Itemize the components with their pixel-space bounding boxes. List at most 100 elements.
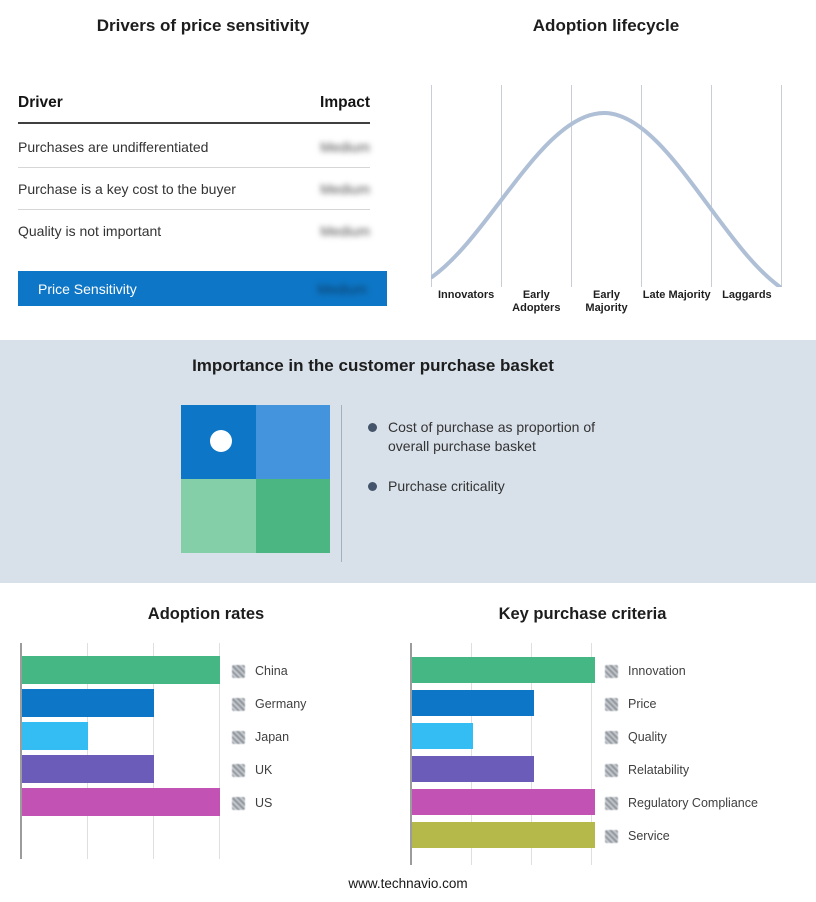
legend-label: Japan [255, 730, 290, 744]
bar-us [22, 788, 220, 816]
bullet-icon [368, 481, 377, 491]
quadrant-bottom-left [181, 479, 256, 553]
driver-cell: Purchases are undifferentiated [18, 138, 209, 155]
impact-value-blurred: Medium [320, 138, 370, 155]
bell-curve-svg [431, 110, 782, 287]
impact-value-blurred: Medium [320, 223, 370, 239]
bullet-text: Cost of purchase as proportion of overal… [388, 419, 596, 454]
adoption-lifecycle-chart [431, 85, 782, 287]
highlight-row-label: Price Sensitivity [38, 280, 137, 297]
bar-row [412, 723, 595, 749]
drivers-table-header: Driver Impact [18, 94, 370, 124]
lifecycle-stage-labels: Innovators Early Adopters Early Majority La… [431, 289, 782, 315]
legend-label: Relatability [628, 763, 690, 777]
legend-item: Relatability [605, 757, 758, 783]
bar-quality [412, 723, 473, 749]
legend-label: Regulatory Compliance [628, 796, 758, 810]
highlight-impact-value-blurred: Medium [317, 280, 367, 297]
bullet-icon [368, 423, 377, 432]
redacted-legend-swatch-icon [232, 796, 245, 810]
key-purchase-criteria-chart [410, 643, 595, 865]
bar-relatability [412, 756, 534, 782]
legend-item: Price [605, 691, 758, 717]
lifecycle-panel-title: Adoption lifecycle [532, 16, 680, 35]
legend-label: UK [255, 763, 273, 777]
redacted-legend-swatch-icon [605, 829, 618, 843]
lifecycle-stage-label: Laggards [722, 289, 772, 301]
bar-china [22, 656, 220, 684]
purchase-basket-quadrant [181, 405, 330, 553]
driver-cell: Purchase is a key cost to the buyer [18, 180, 236, 197]
legend-label: US [255, 796, 273, 810]
redacted-legend-swatch-icon [605, 763, 618, 777]
bar-row [22, 722, 220, 750]
table-row: Purchase is a key cost to the buyer Mediu… [18, 168, 370, 210]
bullet-item: Purchase criticality [368, 477, 640, 496]
legend-label: China [255, 664, 288, 678]
redacted-legend-swatch-icon [232, 763, 245, 777]
drivers-panel-title: Drivers of price sensitivity [96, 16, 310, 35]
bar-row [22, 689, 220, 717]
bar-innovation [412, 657, 595, 683]
bar-japan [22, 722, 88, 750]
legend-item: Regulatory Compliance [605, 790, 758, 816]
adoption-rates-chart [20, 643, 220, 859]
lifecycle-stage-label: Early Majority [585, 289, 628, 315]
quadrant-marker-dot-icon [210, 430, 232, 452]
impact-value-blurred: Medium [320, 180, 370, 197]
legend-item: Quality [605, 724, 758, 750]
price-sensitivity-highlight-row: Price Sensitivity Medium [18, 271, 387, 306]
quadrant-axis-line [341, 405, 342, 562]
key-purchase-criteria-title: Key purchase criteria [498, 605, 667, 623]
redacted-legend-swatch-icon [605, 697, 618, 711]
column-header-impact: Impact [320, 94, 370, 111]
table-row: Quality is not important Medium [18, 210, 370, 252]
adoption-curve [431, 110, 782, 287]
redacted-legend-swatch-icon [605, 730, 618, 744]
bar-row [412, 657, 595, 683]
bar-row [22, 656, 220, 684]
legend-item: China [232, 657, 306, 685]
quadrant-top-right [255, 405, 330, 479]
footer-url: www.technavio.com [348, 876, 468, 891]
redacted-legend-swatch-icon [232, 730, 245, 744]
bar-germany [22, 689, 154, 717]
bullet-text: Purchase criticality [388, 477, 505, 494]
bar-uk [22, 755, 154, 783]
bar-price [412, 690, 534, 716]
bar-regulatory-compliance [412, 789, 595, 815]
legend-item: Service [605, 823, 758, 849]
redacted-legend-swatch-icon [232, 664, 245, 678]
legend-label: Innovation [628, 664, 686, 678]
legend-item: Japan [232, 723, 306, 751]
driver-cell: Quality is not important [18, 223, 162, 239]
purchase-basket-band [0, 340, 816, 583]
basket-panel-title: Importance in the customer purchase bask… [192, 356, 554, 375]
legend-item: US [232, 789, 306, 817]
lifecycle-stage-label: Innovators [437, 289, 495, 301]
table-row: Purchases are undifferentiated Medium [18, 126, 370, 168]
bar-row [22, 788, 220, 816]
adoption-rates-legend: China Germany Japan UK US [232, 657, 306, 822]
bar-row [412, 789, 595, 815]
lifecycle-stage-label: Late Majority [642, 289, 711, 301]
key-purchase-criteria-legend: Innovation Price Quality Relatability Regula… [605, 658, 758, 856]
bar-row [412, 690, 595, 716]
legend-label: Quality [628, 730, 667, 744]
redacted-legend-swatch-icon [605, 664, 618, 678]
legend-item: UK [232, 756, 306, 784]
legend-item: Innovation [605, 658, 758, 684]
redacted-legend-swatch-icon [232, 697, 245, 711]
column-header-driver: Driver [18, 94, 63, 111]
bar-row [412, 822, 595, 848]
adoption-rates-title: Adoption rates [147, 605, 265, 623]
bullet-item: Cost of purchase as proportion of overal… [368, 418, 640, 456]
redacted-legend-swatch-icon [605, 796, 618, 810]
legend-label: Service [628, 829, 670, 843]
driver-rows: Purchases are undifferentiated Medium Purc… [18, 126, 370, 252]
bar-service [412, 822, 595, 848]
basket-bullets: Cost of purchase as proportion of overal… [368, 418, 640, 517]
legend-item: Germany [232, 690, 306, 718]
quadrant-bottom-right [255, 479, 330, 553]
